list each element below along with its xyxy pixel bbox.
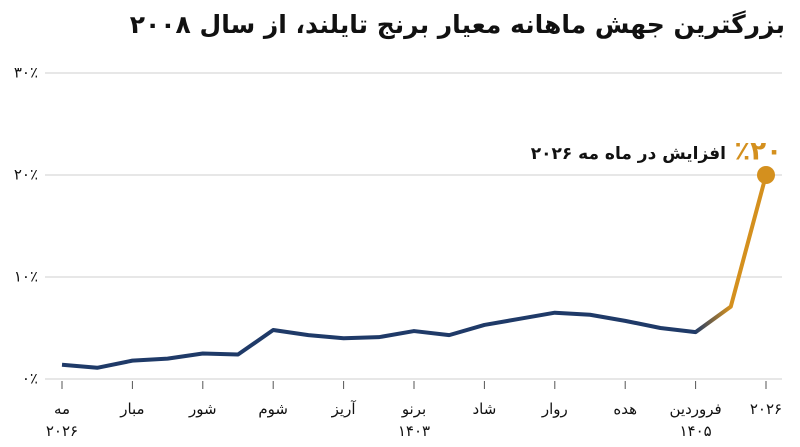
y-tick-label: ۲۰٪ xyxy=(14,166,38,184)
y-tick-label: ۰٪ xyxy=(22,370,38,388)
end-point xyxy=(757,166,775,184)
annotation-value: ٪۲۰ xyxy=(734,137,782,167)
line xyxy=(62,175,766,368)
annotation-text: افزایش در ماه مه ۲۰۲۶ xyxy=(531,144,726,164)
y-tick-label: ۳۰٪ xyxy=(14,64,38,82)
chart-title: بزرگترین جهش ماهانه معیار برنج تایلند، ا… xyxy=(130,10,785,40)
y-tick-label: ۱۰٪ xyxy=(14,268,38,286)
x-tick-label: ۲۰۲۶ xyxy=(721,398,800,420)
